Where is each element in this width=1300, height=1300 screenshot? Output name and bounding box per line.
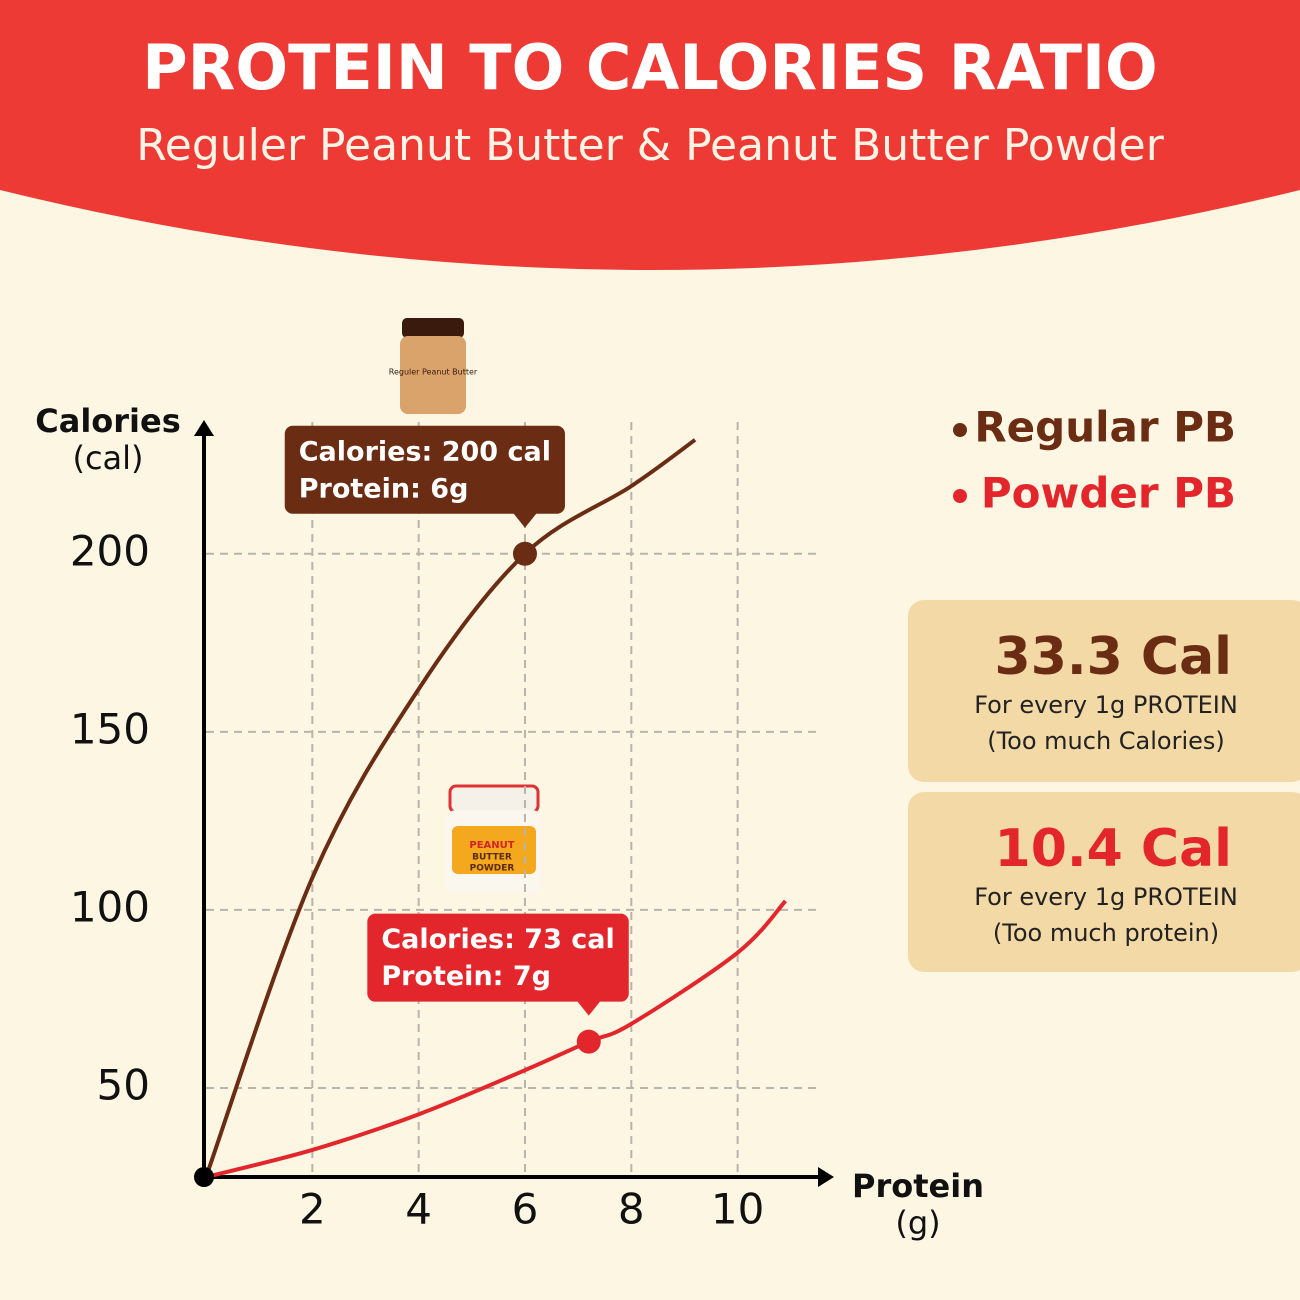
- y-axis-label: Calories: [35, 402, 181, 440]
- powder-jar: PEANUT BUTTER POWDER: [446, 784, 542, 894]
- legend-label: Regular PB: [974, 403, 1236, 452]
- stat-value: 33.3 Cal: [995, 627, 1232, 687]
- legend-label: Powder PB: [981, 469, 1236, 518]
- jar-label: PEANUT: [469, 840, 514, 851]
- x-axis-unit: (g): [895, 1204, 940, 1242]
- jar-label: Reguler Peanut Butter: [389, 368, 478, 377]
- callout-text: Calories: 200 cal: [299, 436, 551, 467]
- callout-text: Protein: 6g: [299, 473, 469, 504]
- plot: 2 4 6 8 10 50 100 150 200 Calories(cal) Protein(g)…: [35, 402, 1236, 1242]
- callout-box: [367, 913, 629, 1002]
- stat-box: [908, 600, 1300, 782]
- stat-caption: (Too much protein): [993, 919, 1219, 947]
- series-line: [204, 438, 697, 1178]
- header-band: [0, 0, 1300, 270]
- jar-label: POWDER: [470, 864, 515, 874]
- stat-value: 10.4 Cal: [995, 819, 1232, 879]
- legend-bullet: [953, 423, 967, 437]
- callout-box: [284, 425, 565, 514]
- highlight-point: [576, 1029, 601, 1054]
- callout: Calories: 73 cal Protein: 7g: [367, 913, 629, 1016]
- regular-jar: Reguler Peanut Butter: [389, 318, 478, 414]
- x-tick-label: 2: [299, 1185, 326, 1234]
- legend-bullet: [953, 489, 967, 503]
- stat-caption: For every 1g PROTEIN: [974, 883, 1238, 911]
- stat-caption: For every 1g PROTEIN: [974, 691, 1238, 719]
- highlight-point: [512, 541, 537, 566]
- y-axis-arrow: [194, 420, 214, 436]
- x-axis-arrow: [818, 1167, 834, 1187]
- x-tick-label: 6: [512, 1185, 539, 1234]
- callout-pointer: [576, 1000, 601, 1016]
- x-tick-label: 4: [405, 1185, 432, 1234]
- y-tick-label: 150: [70, 704, 150, 753]
- subtitle: Reguler Peanut Butter & Peanut Butter Po…: [136, 120, 1164, 171]
- y-tick-label: 50: [97, 1060, 150, 1109]
- y-tick-label: 200: [70, 526, 150, 575]
- y-axis-unit: (cal): [72, 439, 143, 477]
- callout-pointer: [512, 512, 537, 528]
- series-line: [205, 899, 787, 1179]
- callout-text: Calories: 73 cal: [381, 924, 614, 955]
- stat-box: [908, 792, 1300, 972]
- x-tick-label: 10: [711, 1185, 764, 1234]
- x-tick-label: 8: [618, 1185, 645, 1234]
- callout-text: Protein: 7g: [381, 961, 551, 992]
- stat-caption: (Too much Calories): [987, 727, 1225, 755]
- y-tick-label: 100: [70, 882, 150, 931]
- origin-dot: [194, 1167, 214, 1187]
- jar-label: BUTTER: [472, 853, 512, 863]
- callout: Calories: 200 cal Protein: 6g: [284, 425, 565, 528]
- x-axis-label: Protein: [852, 1167, 984, 1205]
- title: PROTEIN TO CALORIES RATIO: [142, 31, 1158, 104]
